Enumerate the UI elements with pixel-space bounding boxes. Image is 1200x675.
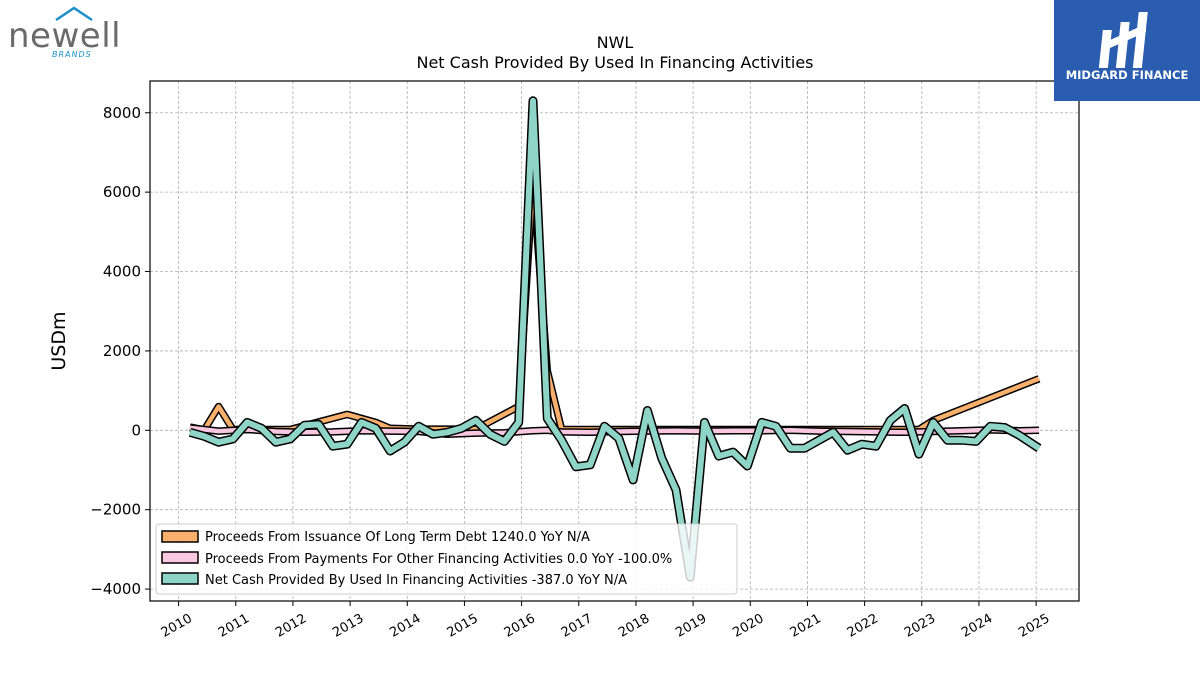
- x-tick-label: 2016: [502, 611, 538, 641]
- chart-title: NWL: [597, 33, 634, 52]
- x-tick-label: 2019: [673, 611, 709, 641]
- y-tick-label: −4000: [90, 580, 141, 598]
- legend: Proceeds From Issuance Of Long Term Debt…: [155, 523, 738, 595]
- series-line-2: [189, 97, 1041, 581]
- newell-brands-logo: newell BRANDS: [4, 4, 124, 62]
- x-tick-label: 2021: [788, 611, 824, 641]
- legend-label-net: Net Cash Provided By Used In Financing A…: [205, 573, 627, 588]
- x-tick-label: 2014: [387, 611, 423, 641]
- series-line-0: [189, 177, 1040, 433]
- midgard-mark-icon: [1098, 12, 1148, 68]
- chart-subtitle: Net Cash Provided By Used In Financing A…: [416, 53, 813, 72]
- x-tick-label: 2011: [216, 611, 252, 641]
- x-tick-label: 2017: [559, 611, 595, 641]
- x-tick-label: 2025: [1016, 611, 1052, 641]
- legend-label-debt: Proceeds From Issuance Of Long Term Debt…: [205, 530, 590, 545]
- logo-company-name: MIDGARD FINANCE: [1065, 68, 1189, 82]
- series-outline-0: [189, 176, 1041, 434]
- logo-subtext: BRANDS: [52, 50, 92, 59]
- y-tick-label: 4000: [103, 263, 141, 281]
- house-roof-icon: [55, 6, 93, 22]
- x-tick-label: 2013: [330, 611, 366, 641]
- legend-label-other: Proceeds From Payments For Other Financi…: [205, 552, 672, 567]
- series-layer: [188, 96, 1042, 582]
- x-tick-label: 2023: [902, 611, 938, 641]
- y-axis-label: USDm: [48, 311, 70, 370]
- y-tick-label: 6000: [103, 183, 141, 201]
- legend-swatch-other: [161, 551, 199, 564]
- legend-box: [155, 523, 738, 595]
- grid: [150, 81, 1079, 601]
- logo-wordmark: newell: [8, 16, 122, 56]
- x-tick-label: 2024: [959, 611, 995, 641]
- x-tick-label: 2015: [445, 611, 481, 641]
- y-tick-label: −2000: [90, 501, 141, 519]
- plot-frame: [149, 80, 1080, 602]
- legend-swatch-debt: [161, 530, 199, 543]
- midgard-finance-logo: MIDGARD FINANCE: [1054, 0, 1200, 101]
- y-tick-label: 2000: [103, 342, 141, 360]
- x-tick-label: 2012: [273, 611, 309, 641]
- x-tick-label: 2020: [730, 611, 766, 641]
- y-tick-label: 8000: [103, 104, 141, 122]
- x-tick-label: 2018: [616, 611, 652, 641]
- legend-swatch-net: [161, 572, 199, 585]
- x-tick-label: 2022: [845, 611, 881, 641]
- x-tick-label: 2010: [159, 611, 195, 641]
- y-tick-label: 0: [131, 421, 141, 439]
- series-outline-2: [188, 96, 1042, 582]
